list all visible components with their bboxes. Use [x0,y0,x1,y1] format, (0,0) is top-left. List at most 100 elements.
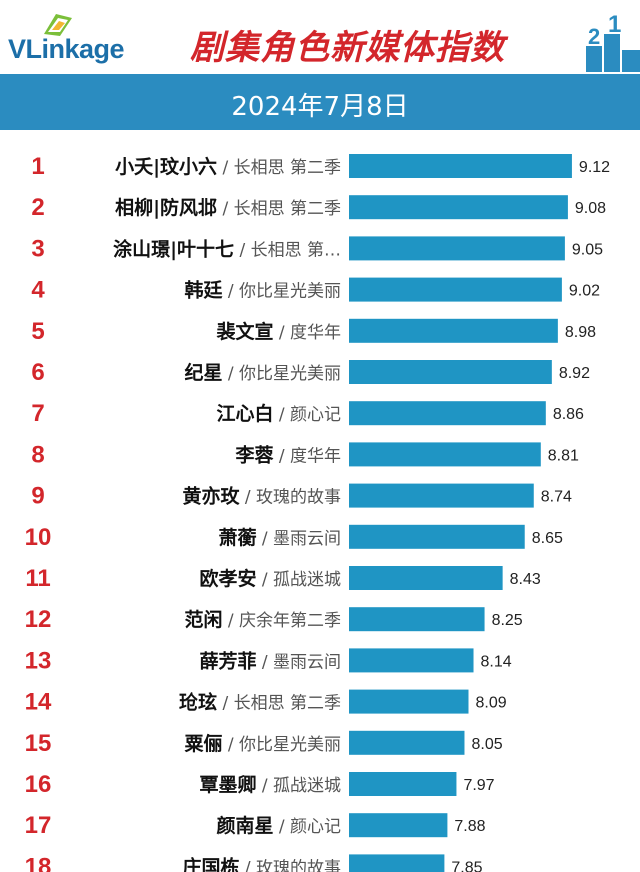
header: VLinkage 剧集角色新媒体指数 2 1 [0,0,640,74]
bar [349,689,469,714]
character-name: 涂山璟|叶十七 [113,237,234,260]
rank-label: 16 [25,771,52,798]
drama-name: 庆余年第二季 [239,611,341,631]
character-name: 纪星 [184,361,222,384]
character-name: 李蓉 [234,444,273,466]
character-name: 庄国栋 [182,855,239,872]
bar [349,524,525,549]
rank-label: 11 [25,565,50,592]
character-label: 覃墨卿 / 孤战迷城 [199,774,341,796]
drama-name: 你比星光美丽 [239,364,341,384]
drama-name: 墨雨云间 [273,529,341,549]
label-separator: / [256,529,273,549]
character-name: 江心白 [216,402,273,425]
rank-label: 7 [31,400,44,427]
chart-row: 18 庄国栋 / 玫瑰的故事 7.85 [25,853,483,872]
drama-name: 你比星光美丽 [239,735,341,755]
chart-row: 17 颜南星 / 颜心记 7.88 [25,812,486,839]
character-label: 颜南星 / 颜心记 [216,814,341,837]
rank-label: 12 [25,606,52,633]
value-label: 9.05 [572,241,603,258]
value-label: 9.02 [569,283,600,300]
value-label: 8.74 [541,489,572,506]
chart-row: 8 李蓉 / 度华年 8.81 [31,441,579,468]
rank-label: 14 [25,689,52,716]
character-label: 纪星 / 你比星光美丽 [184,361,341,384]
character-label: 薛芳菲 / 墨雨云间 [199,649,341,672]
drama-name: 度华年 [290,446,341,466]
rank-label: 6 [31,359,44,386]
rank-label: 4 [31,277,45,304]
value-label: 8.43 [510,571,541,588]
chart-row: 1 小夭|玟小六 / 长相思 第二季 9.12 [31,153,610,180]
bar [349,277,562,302]
chart-row: 13 薛芳菲 / 墨雨云间 8.14 [25,647,512,674]
value-label: 9.08 [575,200,606,217]
bar [349,154,572,178]
value-label: 7.97 [463,777,494,794]
character-name: 覃墨卿 [199,774,256,796]
rank-label: 15 [25,730,52,757]
rank-label: 17 [25,812,52,839]
character-name: 萧蘅 [218,526,256,549]
character-label: 欧孝安 / 孤战迷城 [199,567,341,590]
ranking-chart: 1 小夭|玟小六 / 长相思 第二季 9.12 2 相柳|防风邶 / 长相思 第二季 9.… [25,153,610,872]
chart-row: 5 裴文宣 / 度华年 8.98 [31,318,596,345]
drama-name: 长相思 第二季 [234,199,341,219]
chart-row: 11 欧孝安 / 孤战迷城 8.43 [25,565,541,592]
label-separator: / [256,570,273,590]
rank-label: 3 [31,235,44,262]
character-label: 裴文宣 / 度华年 [215,320,341,343]
drama-name: 玫瑰的故事 [256,488,341,508]
rank-label: 5 [31,318,44,345]
chart-row: 2 相柳|防风邶 / 长相思 第二季 9.08 [31,194,606,221]
drama-name: 玫瑰的故事 [256,858,341,872]
value-label: 7.85 [451,859,482,872]
bar [349,360,552,384]
character-label: 粟俪 / 你比星光美丽 [183,732,341,755]
value-label: 8.98 [565,324,596,341]
character-name: 裴文宣 [215,320,273,343]
label-separator: / [217,199,234,219]
character-label: 相柳|防风邶 / 长相思 第二季 [115,196,341,219]
character-label: 韩廷 / 你比星光美丽 [184,279,341,302]
value-label: 8.09 [475,695,506,712]
drama-name: 长相思 第二季 [234,158,341,178]
label-separator: / [273,323,290,343]
label-separator: / [222,364,239,384]
bar [349,607,485,632]
character-label: 庄国栋 / 玫瑰的故事 [182,855,341,872]
rank-label: 10 [25,524,52,551]
bar [349,483,534,508]
label-separator: / [222,282,239,302]
chart-row: 3 涂山璟|叶十七 / 长相思 第… 9.05 [31,235,603,262]
value-label: 8.14 [481,653,512,670]
label-separator: / [273,405,290,425]
label-separator: / [217,158,234,178]
chart-row: 6 纪星 / 你比星光美丽 8.92 [31,359,590,386]
rank-label: 2 [31,194,44,221]
character-name: 粟俪 [183,732,222,755]
character-name: 玱玹 [179,691,217,714]
drama-name: 你比星光美丽 [239,282,341,302]
character-name: 范闲 [184,608,222,631]
chart-date: 2024年7月8日 [231,92,409,122]
character-name: 薛芳菲 [199,649,256,672]
rank-label: 13 [25,647,52,674]
character-name: 韩廷 [184,279,223,302]
svg-text:2: 2 [588,24,600,49]
label-separator: / [222,735,239,755]
bar [349,318,558,343]
character-label: 玱玹 / 长相思 第二季 [179,691,341,714]
label-separator: / [222,611,239,631]
label-separator: / [256,776,273,796]
character-label: 萧蘅 / 墨雨云间 [218,526,341,549]
rank-label: 9 [31,483,44,510]
drama-name: 长相思 第二季 [234,694,341,714]
value-label: 7.88 [454,818,485,835]
chart-row: 14 玱玹 / 长相思 第二季 8.09 [25,689,507,716]
character-label: 涂山璟|叶十七 / 长相思 第… [113,237,341,260]
character-name: 黄亦玫 [182,485,240,508]
vlinkage-logo: VLinkage [8,12,158,68]
chart-row: 4 韩廷 / 你比星光美丽 9.02 [31,277,600,304]
